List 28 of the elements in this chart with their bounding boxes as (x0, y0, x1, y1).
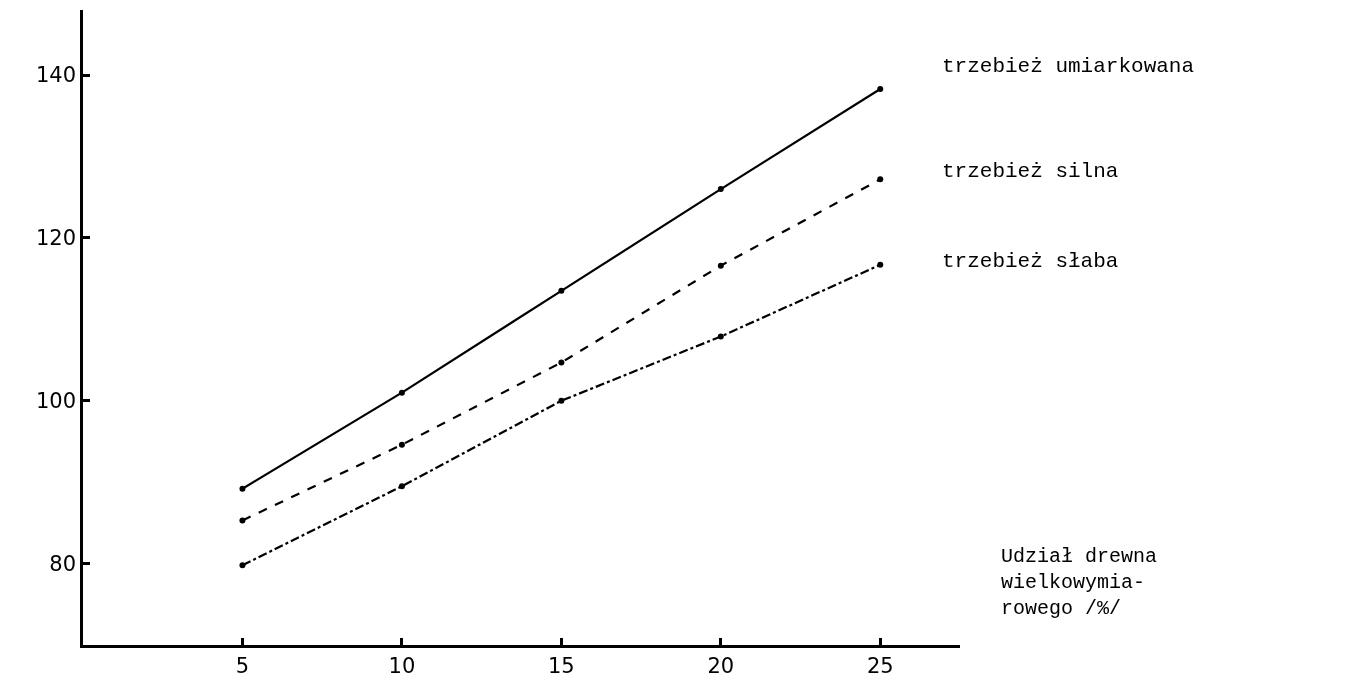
x-axis-title: Udział drewna wielkowymia- rowego /%/ (1001, 545, 1158, 620)
point (717, 333, 724, 340)
point (398, 441, 405, 448)
y-tick-label: 100 (35, 389, 77, 414)
text: trzebież umiarkowana (942, 55, 1195, 78)
x-tick-label: 10 (388, 653, 416, 678)
x-tick-label: 25 (866, 653, 894, 678)
text: trzebież słaba (942, 250, 1119, 273)
point (877, 261, 884, 268)
point (717, 262, 724, 269)
x-tick-label: 20 (707, 653, 735, 678)
point (558, 287, 565, 294)
point (239, 485, 246, 492)
y-tick-label: 140 (35, 63, 77, 88)
text: trzebież silna (942, 160, 1119, 183)
point (558, 397, 565, 404)
point (558, 359, 565, 366)
point (398, 483, 405, 490)
point (239, 517, 246, 524)
y-tick-label: 120 (35, 226, 77, 251)
x-tick-label: 5 (235, 653, 250, 678)
y-tick-label: 80 (49, 551, 77, 576)
point (398, 389, 405, 396)
x-tick-label: 15 (547, 653, 575, 678)
point (717, 186, 724, 193)
point (877, 85, 884, 92)
point (239, 562, 246, 569)
point (877, 176, 884, 183)
